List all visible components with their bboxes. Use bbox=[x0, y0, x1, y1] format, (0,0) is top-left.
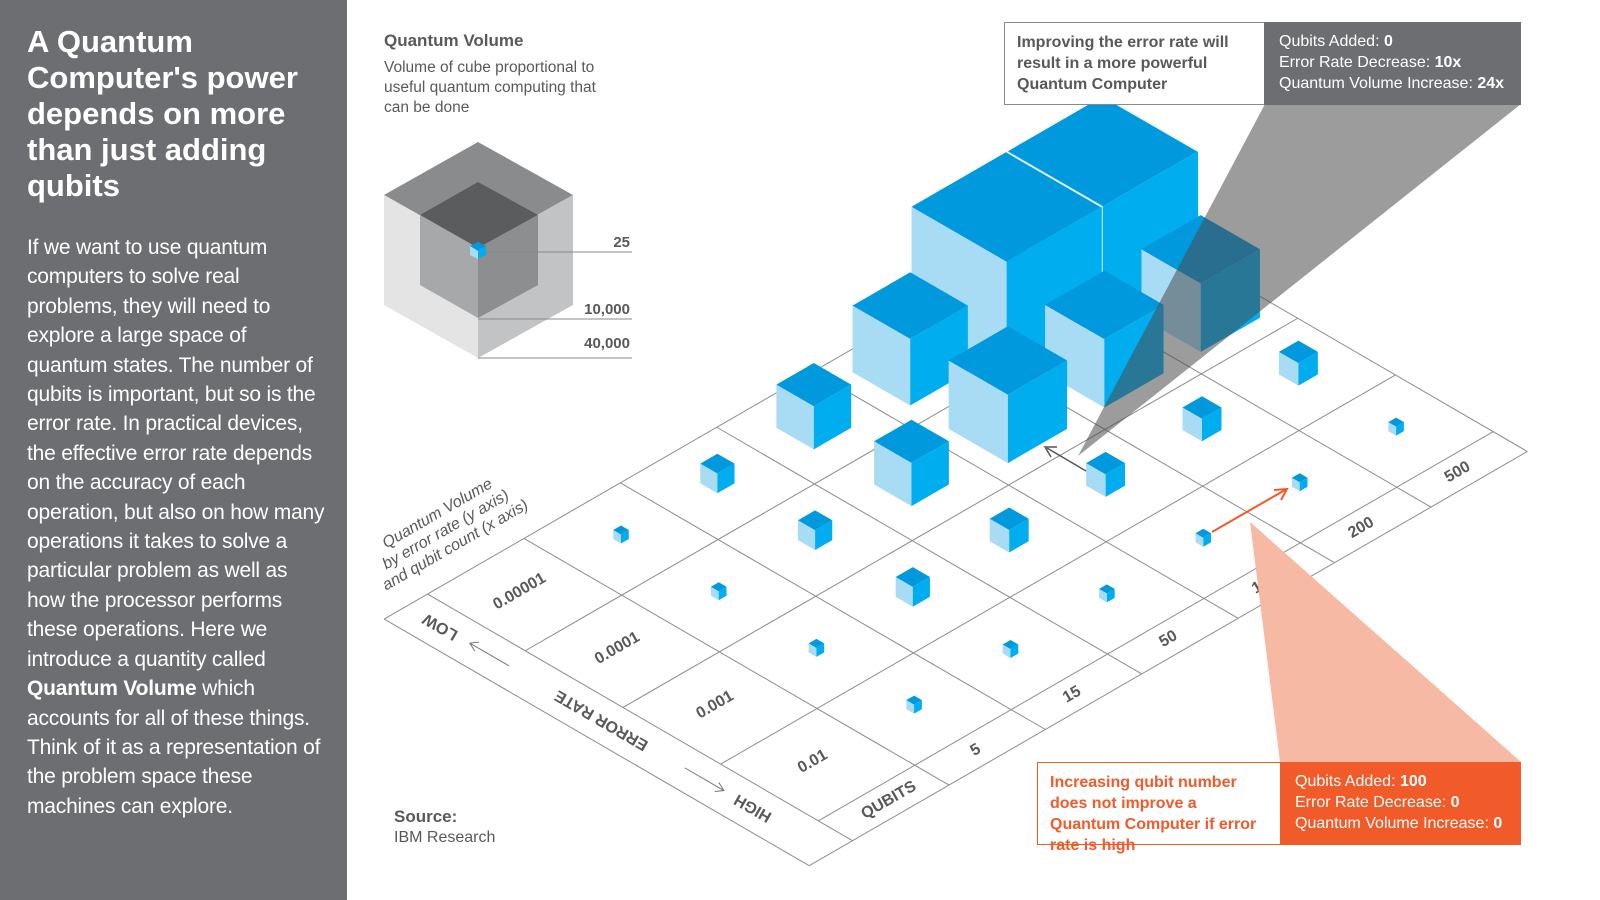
qubit-callout-text: Increasing qubit number does not improve… bbox=[1037, 762, 1281, 854]
error-rate-label: 0.0001 bbox=[592, 629, 643, 668]
qubit-count-label: 200 bbox=[1345, 514, 1377, 542]
arrow-right-icon bbox=[684, 767, 725, 791]
legend-cube-illustration: 25 10,000 40,000 bbox=[384, 142, 632, 359]
error-rate-label: 0.01 bbox=[795, 746, 831, 776]
grid-row-line bbox=[720, 374, 1396, 765]
source-label: Source: bbox=[394, 807, 458, 826]
arrow-left-head bbox=[469, 641, 479, 652]
quantum-volume-cube bbox=[776, 363, 852, 450]
quantum-volume-cube bbox=[1278, 340, 1318, 386]
sidebar-panel: A Quantum Computer's power depends on mo… bbox=[0, 0, 347, 900]
intro-paragraph: If we want to use quantum computers to s… bbox=[27, 233, 327, 821]
qubit-callout-wedge bbox=[1250, 522, 1521, 762]
quantum-volume-cube bbox=[874, 419, 949, 507]
qubit-count-label: 500 bbox=[1442, 458, 1474, 486]
quantum-volume-cube bbox=[1002, 640, 1019, 658]
grid-row-line bbox=[818, 431, 1494, 822]
error-callout-wedge bbox=[1078, 104, 1521, 456]
quantum-volume-cube bbox=[1099, 584, 1115, 603]
grid-column-line bbox=[427, 593, 853, 842]
quantum-volume-cube bbox=[808, 638, 825, 657]
error-axis-high-label: HIGH bbox=[731, 790, 774, 825]
stat-volume-increase: Quantum Volume Increase: 24x bbox=[1279, 75, 1505, 92]
qubit-count-label: 5 bbox=[967, 741, 983, 760]
legend-description: Volume of cube proportional to useful qu… bbox=[384, 59, 596, 116]
legend-value-small: 25 bbox=[613, 234, 630, 251]
arrow-left-icon bbox=[469, 642, 510, 667]
legend-value-outer: 40,000 bbox=[584, 335, 630, 352]
error-callout-stats: Qubits Added: 0 Error Rate Decrease: 10x… bbox=[1264, 22, 1521, 105]
stat-error-rate-decrease: Error Rate Decrease: 10x bbox=[1279, 54, 1462, 71]
quantum-volume-cubes bbox=[613, 95, 1404, 714]
quantum-volume-cube bbox=[948, 326, 1068, 464]
grid-column-line bbox=[620, 482, 1046, 730]
source-name: IBM Research bbox=[394, 829, 496, 846]
error-axis-label: ERROR RATE bbox=[552, 686, 651, 753]
quantum-volume-cube bbox=[906, 695, 922, 714]
quantum-volume-cube bbox=[1388, 417, 1404, 436]
quantum-volume-cube bbox=[1291, 473, 1308, 492]
quantum-volume-cube bbox=[1195, 528, 1212, 547]
error-rate-label: 0.001 bbox=[693, 688, 736, 723]
legend-heading: Quantum Volume bbox=[384, 31, 524, 50]
qubit-callout-stats: Qubits Added: 100 Error Rate Decrease: 0… bbox=[1280, 762, 1521, 845]
error-rate-label: 0.00001 bbox=[490, 570, 549, 614]
grid-edge bbox=[808, 451, 1528, 867]
intro-bold-term: Quantum Volume bbox=[27, 677, 197, 701]
qubit-axis-label: QUBITS bbox=[858, 778, 919, 823]
qubit-count-label: 15 bbox=[1060, 683, 1084, 707]
quantum-volume-cube bbox=[895, 567, 930, 607]
source-credit: Source: IBM Research bbox=[394, 806, 495, 848]
qubit-increase-arrow bbox=[1211, 487, 1289, 533]
error-improvement-arrow bbox=[1043, 446, 1087, 472]
grid-row-line bbox=[622, 317, 1298, 708]
grid-column-line bbox=[812, 371, 1239, 619]
intro-text: If we want to use quantum computers to s… bbox=[27, 236, 325, 671]
quantum-volume-cube bbox=[700, 453, 735, 494]
grid-column-line bbox=[716, 426, 1142, 675]
error-callout-text: Improving the error rate will result in … bbox=[1004, 22, 1265, 105]
error-axis-low-label: LOW bbox=[419, 609, 461, 643]
quantum-volume-cube bbox=[1086, 451, 1126, 497]
stat-volume-increase: Quantum Volume Increase: 0 bbox=[1295, 815, 1503, 832]
intro-text-end: which accounts for all of these things. … bbox=[27, 677, 321, 818]
page-title: A Quantum Computer's power depends on mo… bbox=[27, 24, 298, 203]
stat-error-rate-decrease: Error Rate Decrease: 0 bbox=[1295, 794, 1460, 811]
grid-column-line bbox=[523, 538, 950, 786]
legend-value-inner: 10,000 bbox=[584, 301, 630, 318]
arrow-right-head bbox=[714, 782, 725, 793]
stat-qubits-added: Qubits Added: 100 bbox=[1295, 773, 1427, 790]
grid-column-line bbox=[383, 618, 810, 867]
quantum-volume-cube bbox=[1182, 396, 1222, 442]
quantum-volume-cube bbox=[710, 582, 727, 601]
qubit-count-label: 50 bbox=[1156, 627, 1180, 651]
quantum-volume-cube bbox=[613, 525, 629, 544]
quantum-volume-cube bbox=[797, 510, 833, 550]
quantum-volume-cube bbox=[989, 507, 1029, 553]
stat-qubits-added: Qubits Added: 0 bbox=[1279, 33, 1393, 50]
